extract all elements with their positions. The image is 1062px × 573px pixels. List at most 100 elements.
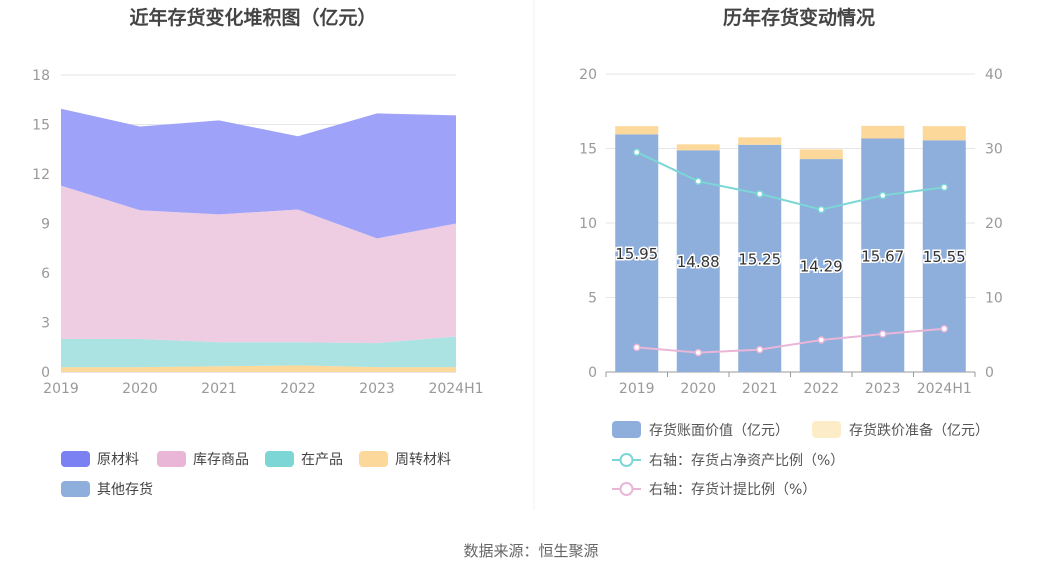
y2-tick-label: 10	[985, 291, 1003, 307]
bar-inventory-book-value	[738, 144, 782, 372]
legend-swatch	[61, 451, 90, 467]
legend-swatch	[265, 451, 294, 467]
x-tick-label: 2019	[619, 381, 655, 397]
y-tick-label: 0	[41, 365, 50, 381]
x-tick-label: 2021	[201, 381, 237, 397]
x-tick-label: 2024H1	[917, 381, 972, 397]
line-point	[817, 336, 825, 344]
left-chart-x-ticks: 2019 2020 2021 2022 2023 2024H1	[43, 381, 483, 397]
line-point	[694, 177, 702, 186]
legend-label: 右轴：存货占净资产比例（%）	[649, 452, 844, 469]
x-tick-label: 2023	[865, 381, 901, 397]
line-右轴：存货占净资产比例（%）	[636, 151, 945, 211]
line-point	[694, 348, 702, 357]
x-tick-label: 2020	[680, 381, 716, 397]
stacked-area-chart: 近年存货变化堆积图（亿元） 0 3 6 9 12 15 18 2019 2020 2021 202…	[32, 6, 483, 498]
left-chart-title: 近年存货变化堆积图（亿元）	[129, 6, 376, 29]
x-tick-label: 2023	[359, 381, 395, 397]
area-原材料	[61, 108, 456, 239]
bar-data-label: 14.29	[800, 258, 843, 276]
legend-label: 在产品	[301, 452, 343, 468]
line-point	[633, 148, 641, 156]
bar-impairment-provision	[861, 125, 905, 139]
area-库存商品	[61, 185, 456, 344]
bar-impairment-provision	[615, 126, 659, 135]
legend-swatch	[61, 481, 90, 497]
legend-swatch	[812, 421, 841, 438]
line-point	[633, 343, 641, 352]
legend-label: 其他存货	[97, 481, 153, 498]
bar-data-label: 15.67	[861, 247, 904, 265]
line-point	[879, 191, 887, 200]
x-tick-label: 2024H1	[428, 381, 483, 397]
x-tick-label: 2019	[43, 381, 79, 397]
bar-inventory-book-value	[922, 140, 966, 372]
x-tick-label: 2022	[280, 381, 316, 397]
x-tick-label: 2022	[803, 381, 839, 397]
line-右轴：存货计提比例（%）	[636, 327, 945, 354]
y-tick-label: 6	[41, 266, 50, 282]
y2-tick-label: 30	[985, 142, 1003, 158]
bar-inventory-book-value	[676, 150, 720, 372]
y2-tick-label: 20	[985, 216, 1003, 232]
y-tick-label: 0	[588, 365, 597, 381]
bar-data-label: 15.95	[615, 245, 658, 263]
legend-label: 原材料	[97, 452, 139, 468]
legend-swatch	[157, 451, 186, 467]
x-tick-label: 2021	[742, 381, 778, 397]
area-在产品	[61, 336, 456, 368]
bar-impairment-provision	[738, 137, 782, 145]
legend-label: 周转材料	[395, 452, 451, 468]
bar-inventory-book-value	[615, 134, 659, 372]
y-tick-label: 10	[579, 216, 597, 232]
right-chart-title: 历年存货变动情况	[723, 6, 875, 29]
line-point	[817, 205, 825, 214]
legend-item[interactable]: 存货账面价值（亿元）	[612, 421, 789, 439]
y2-tick-label: 0	[985, 365, 994, 381]
legend-swatch	[612, 421, 641, 438]
y-tick-label: 20	[579, 67, 597, 83]
line-point	[756, 345, 764, 354]
right-chart-right-y-ticks: 0 10 20 30 40	[985, 67, 1003, 381]
left-chart-areas	[61, 108, 456, 372]
line-point	[879, 330, 887, 338]
y-tick-label: 3	[41, 316, 50, 332]
left-chart-y-ticks: 0 3 6 9 12 15 18	[32, 68, 50, 381]
legend-marker	[619, 482, 634, 496]
legend-item[interactable]: 周转材料	[359, 451, 451, 468]
legend-label: 右轴：存货计提比例（%）	[649, 481, 816, 498]
y-tick-label: 15	[579, 142, 597, 158]
line-point	[940, 183, 948, 191]
legend-marker	[619, 453, 634, 467]
y2-tick-label: 40	[985, 67, 1003, 83]
area-周转材料	[61, 365, 456, 372]
y-tick-label: 9	[41, 217, 50, 233]
legend-item[interactable]: 库存商品	[157, 451, 249, 468]
legend-item[interactable]: 右轴：存货占净资产比例（%）	[612, 452, 844, 469]
right-chart-bars	[615, 125, 966, 372]
legend-item[interactable]: 在产品	[265, 451, 343, 468]
bar-data-label: 15.25	[738, 250, 781, 268]
legend-label: 存货账面价值（亿元）	[649, 422, 789, 439]
legend-label: 库存商品	[193, 452, 249, 468]
legend-item[interactable]: 右轴：存货计提比例（%）	[612, 481, 816, 498]
legend-label: 存货跌价准备（亿元）	[849, 422, 989, 439]
right-chart-gridlines	[606, 73, 975, 373]
bar-impairment-provision	[799, 149, 843, 160]
right-chart-left-y-ticks: 0 5 10 15 20	[579, 67, 597, 381]
y-tick-label: 15	[32, 118, 50, 134]
legend-item[interactable]: 原材料	[61, 451, 139, 468]
legend-item[interactable]: 存货跌价准备（亿元）	[812, 421, 989, 439]
y-tick-label: 5	[588, 291, 597, 307]
bar-impairment-provision	[922, 126, 966, 141]
bar-data-label: 14.88	[677, 253, 720, 271]
y-tick-label: 18	[32, 68, 50, 84]
right-chart-data-labels: 15.95 14.88 15.25 14.29 15.67 15.55	[614, 244, 967, 277]
y-tick-label: 12	[32, 167, 50, 183]
bar-data-label: 15.55	[923, 248, 966, 266]
legend-item[interactable]: 其他存货	[61, 481, 153, 498]
bar-impairment-provision	[676, 144, 720, 151]
right-chart-x-ticks: 2019 2020 2021 2022 2023 2024H1	[605, 372, 976, 397]
